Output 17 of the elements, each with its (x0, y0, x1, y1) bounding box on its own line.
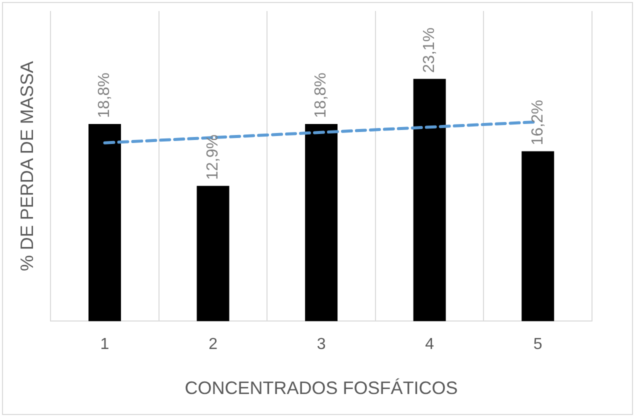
data-label: 12,9% (204, 134, 222, 180)
bar (88, 124, 121, 322)
bar (413, 78, 446, 322)
bar (522, 151, 554, 322)
data-label: 18,8% (312, 72, 330, 118)
data-label: 23,1% (420, 27, 438, 73)
data-label: 18,8% (96, 72, 114, 118)
bar (305, 124, 338, 322)
x-tick-label: 5 (533, 336, 542, 354)
y-axis-title: % DE PERDA DE MASSA (16, 61, 37, 272)
x-tick-label: 1 (100, 336, 110, 354)
data-label: 16,2% (529, 100, 546, 146)
bar (196, 186, 230, 322)
x-axis-title: CONCENTRADOS FOSFÁTICOS (184, 378, 458, 398)
x-tick-label: 3 (316, 336, 326, 354)
x-tick-label: 2 (208, 336, 218, 354)
x-tick-label: 4 (425, 336, 434, 354)
